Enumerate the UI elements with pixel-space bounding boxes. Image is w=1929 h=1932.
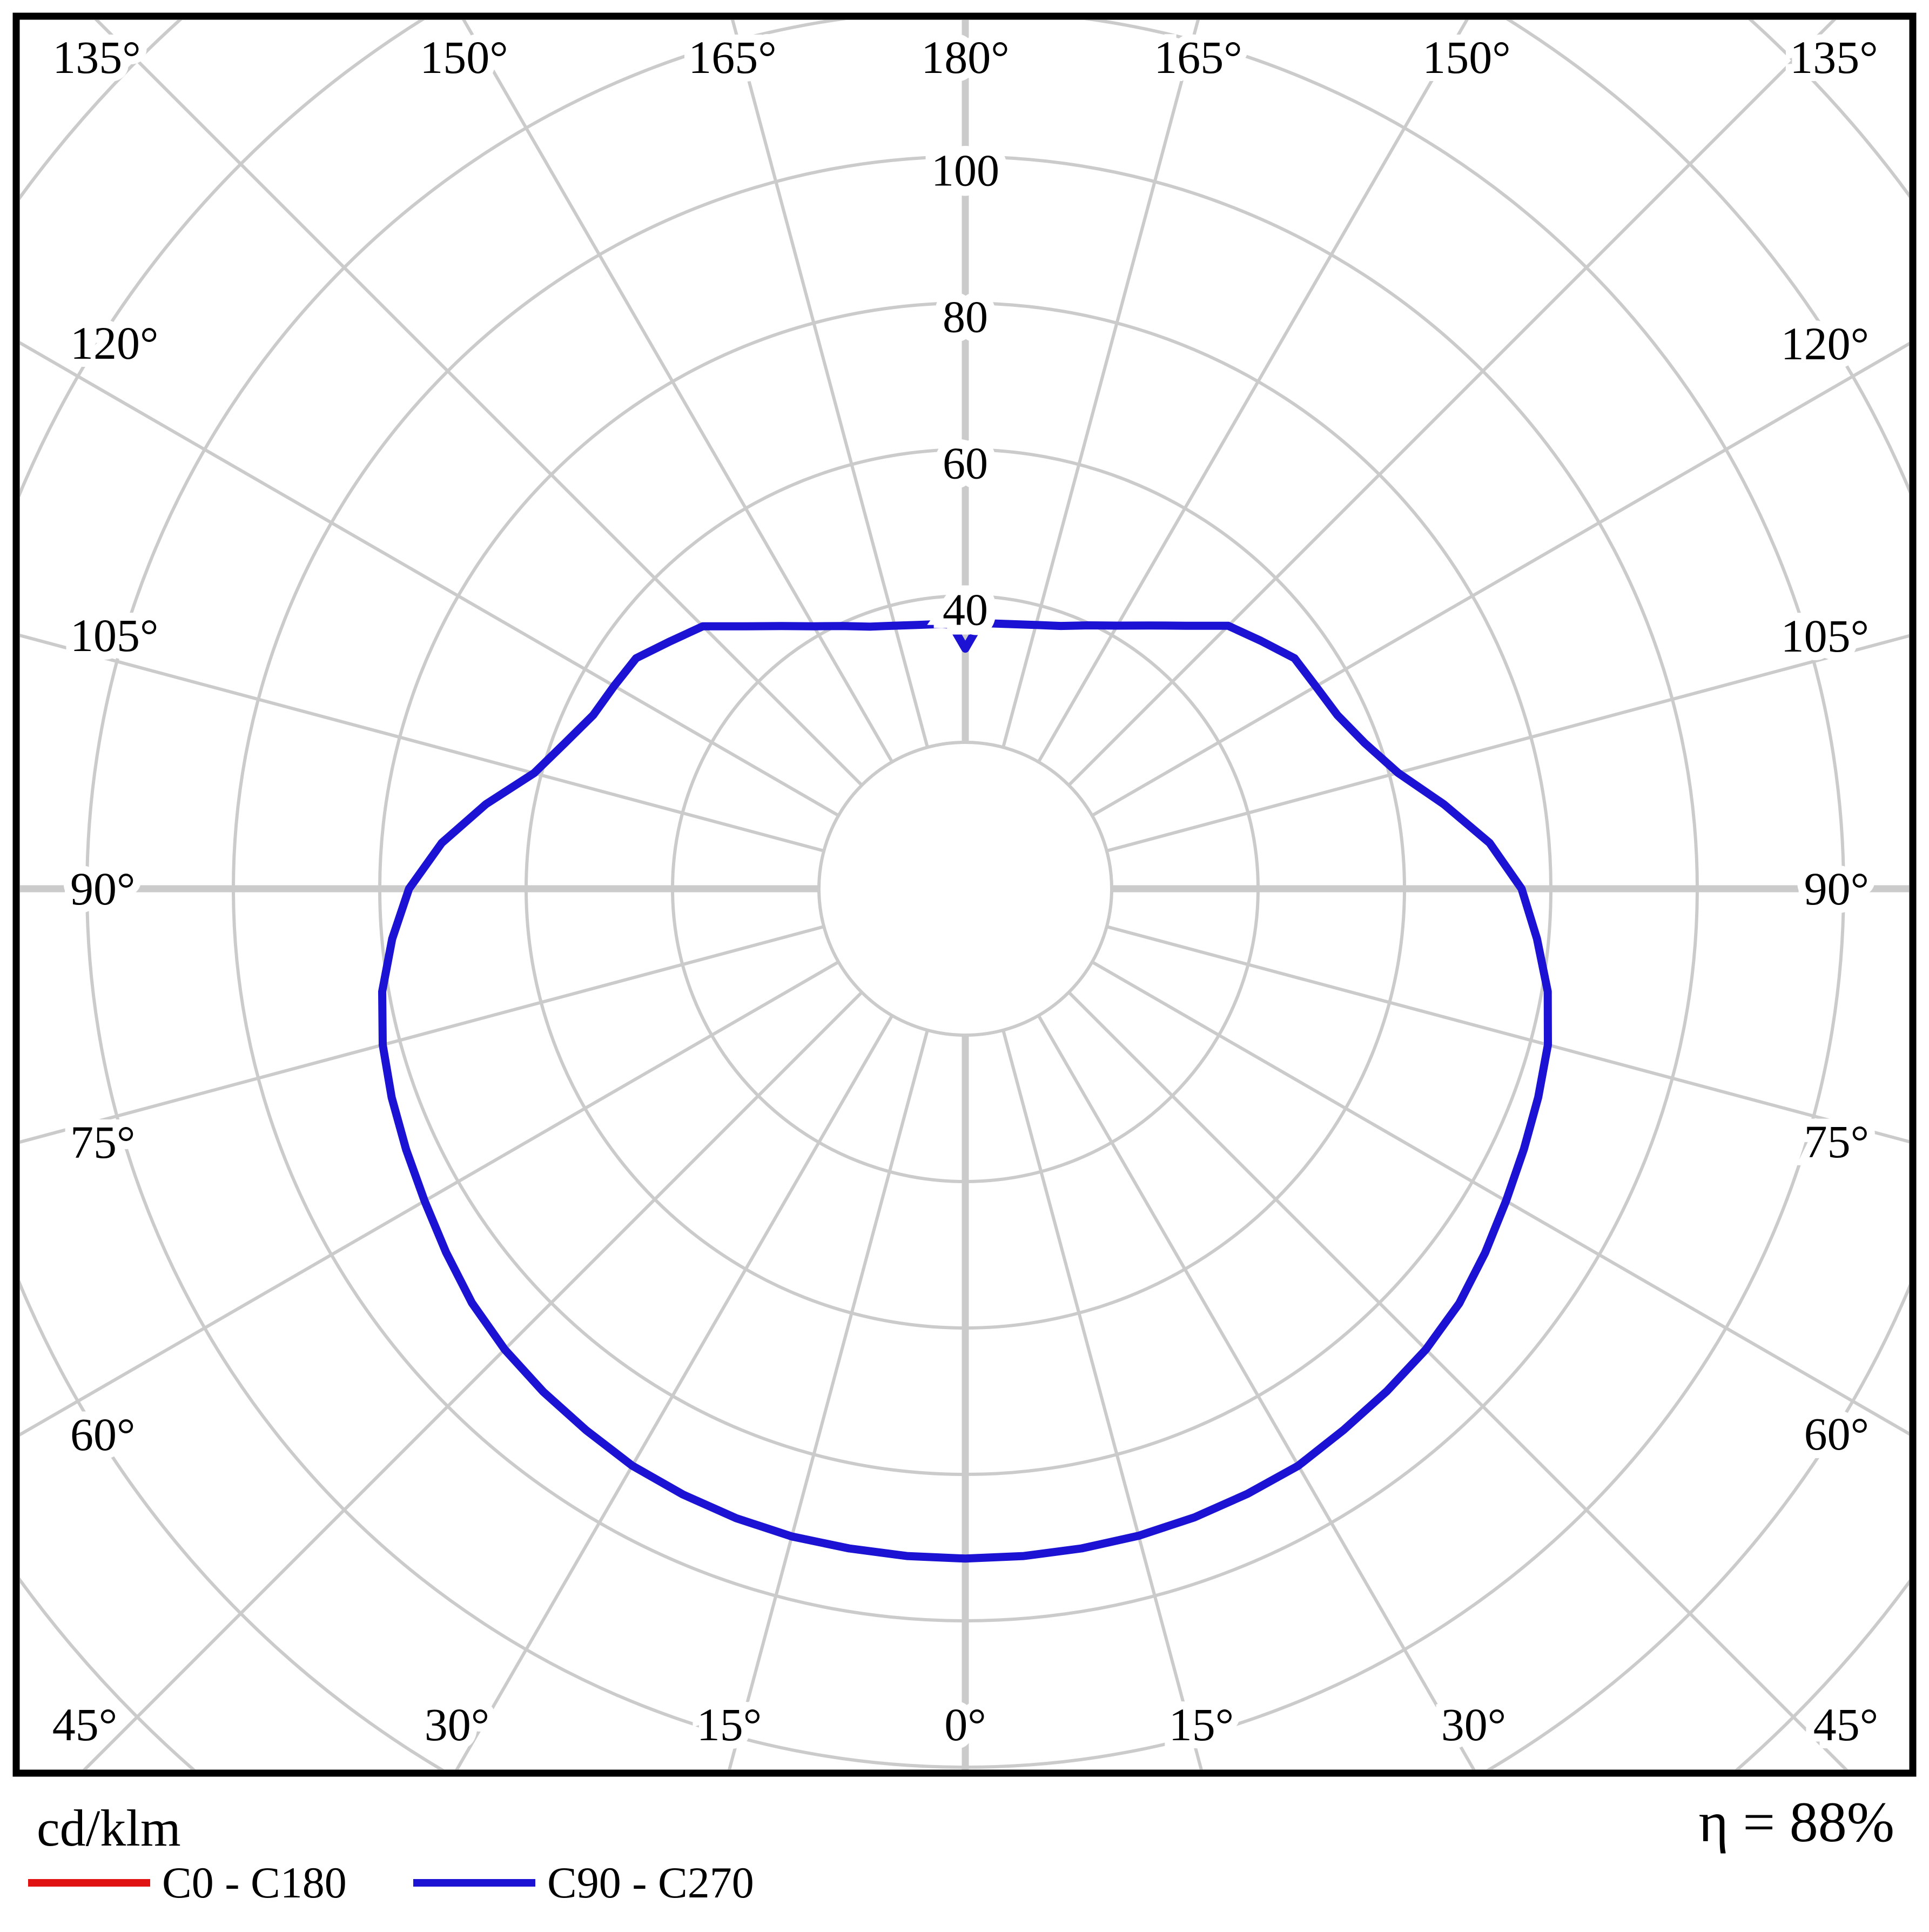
grid-spoke-135	[1067, 20, 1837, 787]
legend-item-c90-c270: C90 - C270	[413, 1853, 754, 1913]
angle-label-75-left: 75°	[70, 1116, 135, 1168]
grid-spoke-300	[20, 960, 839, 1437]
grid-spoke-165	[1002, 20, 1200, 748]
grid-spoke-285	[20, 925, 824, 1144]
grid-ring-20	[817, 741, 1113, 1037]
angle-label-60-right: 60°	[1804, 1408, 1869, 1460]
angle-label-165-right: 165°	[1154, 31, 1242, 83]
grid-spoke-195	[731, 20, 929, 748]
angle-label-150-left: 150°	[420, 31, 508, 83]
angle-label-30-right: 30°	[1441, 1699, 1506, 1750]
grid-spoke-225	[94, 20, 863, 787]
angle-label-150-right: 150°	[1422, 31, 1510, 83]
grid-spoke-105	[1106, 634, 1909, 853]
angle-label-90-left: 90°	[70, 863, 135, 915]
grid-spoke-345	[728, 1030, 929, 1769]
ring-label-100: 100	[931, 146, 999, 196]
angle-label-60-left: 60°	[70, 1408, 135, 1460]
curve-c90-c270	[378, 619, 1552, 1563]
grid-spoke-15	[1002, 1030, 1203, 1769]
legend-line-red	[28, 1879, 150, 1887]
grid-spoke-150	[1037, 20, 1469, 763]
legend-item-c0-c180: C0 - C180	[28, 1853, 347, 1913]
grid-spoke-315	[82, 991, 863, 1769]
angle-label-45-left: 45°	[52, 1699, 117, 1750]
legend-label-c90-c270: C90 - C270	[547, 1858, 754, 1907]
legend-label-c0-c180: C0 - C180	[162, 1858, 347, 1907]
grid-spoke-45	[1067, 991, 1849, 1769]
angle-label-135-left: 135°	[52, 31, 140, 83]
ring-label-60: 60	[943, 439, 988, 489]
angle-label-75-right: 75°	[1804, 1116, 1869, 1168]
angle-label-105-left: 105°	[70, 609, 158, 661]
angle-label-165-left: 165°	[688, 31, 776, 83]
angle-label-120-left: 120°	[70, 317, 158, 369]
grid-spoke-30	[1037, 1015, 1476, 1769]
grid-spoke-210	[462, 20, 894, 763]
ring-label-80: 80	[943, 292, 988, 343]
plot-border	[12, 12, 1917, 1777]
angle-label-120-right: 120°	[1781, 318, 1869, 370]
angle-label-15-left: 15°	[697, 1699, 762, 1750]
angle-label-0-right: 0°	[944, 1699, 986, 1750]
ring-label-40: 40	[943, 585, 988, 635]
grid-spoke-330	[455, 1015, 894, 1769]
angle-label-30-left: 30°	[425, 1699, 489, 1750]
efficiency-label: η = 88%	[1698, 1790, 1894, 1854]
angle-label-15-right: 15°	[1169, 1699, 1234, 1750]
grid-spoke-75	[1106, 925, 1909, 1144]
angle-label-90-right: 90°	[1804, 863, 1869, 915]
grid-spoke-60	[1091, 960, 1909, 1436]
angle-label-105-right: 105°	[1781, 610, 1869, 662]
grid-spoke-255	[20, 634, 824, 853]
angle-label-135-right: 135°	[1790, 31, 1878, 83]
legend-line-blue	[413, 1879, 535, 1887]
angle-label-180-right: 180°	[921, 31, 1009, 83]
unit-label: cd/klm	[37, 1799, 181, 1857]
grid-spoke-120	[1091, 341, 1909, 817]
angle-label-45-right: 45°	[1813, 1699, 1878, 1750]
grid-spoke-240	[20, 341, 839, 817]
